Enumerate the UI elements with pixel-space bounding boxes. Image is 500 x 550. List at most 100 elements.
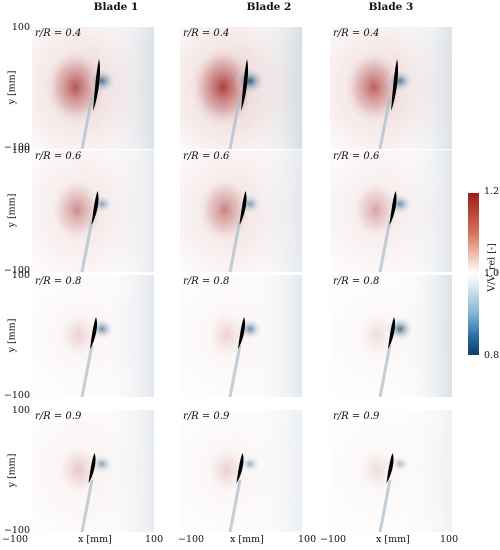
colorbar-tick-high: 1.2 [484,186,500,197]
heatmap-panel: r/R = 0.6 [330,150,452,272]
heatmap-svg [330,410,452,532]
y-axis-label: y [mm] [6,453,18,488]
blade-section [239,191,247,225]
x-axis-label: x [mm] [78,534,112,545]
x-tick-max-3: 100 [440,534,459,545]
heatmap-panel: r/R = 0.4 [32,27,154,149]
y-tick-max: 100 [11,270,30,281]
y-axis-label: y [mm] [6,318,18,353]
blade-section [388,317,396,349]
high-velocity-region [341,46,406,128]
radial-position-label: r/R = 0.9 [183,411,230,422]
radial-position-label: r/R = 0.8 [35,276,82,287]
heatmap-svg [180,410,302,532]
heatmap-panel: r/R = 0.9 [32,410,154,532]
wake-line [80,344,94,397]
high-velocity-region [187,42,258,132]
low-velocity-region [239,454,261,474]
y-axis-label: y [mm] [6,70,18,105]
wake-line [228,344,242,397]
low-velocity-region [385,68,415,94]
colorbar [468,193,479,355]
blade-section [389,191,397,225]
heatmap-svg [180,150,302,272]
low-velocity-region [237,192,263,216]
radial-position-label: r/R = 0.4 [183,28,230,39]
y-tick-max: 100 [11,405,30,416]
x-tick-min-2: −100 [178,534,205,545]
radial-position-label: r/R = 0.6 [35,151,82,162]
heatmap-svg [32,27,154,149]
blade-section [91,191,99,225]
colorbar-tick-mid: 1.0 [484,268,500,279]
y-tick-min: −100 [3,265,30,276]
wake-line [378,219,392,272]
column-title-blade-1: Blade 1 [93,1,139,13]
wake-line [228,96,242,149]
radial-position-label: r/R = 0.4 [35,28,82,39]
low-velocity-region [389,455,411,473]
low-velocity-region [233,66,267,96]
wake-line [80,219,94,272]
y-tick-max: 100 [11,145,30,156]
wake-line [378,479,392,532]
colorbar-label: V/V_rel [-] [486,243,498,292]
heatmap-panel: r/R = 0.8 [330,275,452,397]
heatmap-svg [330,150,452,272]
heatmap-panel: r/R = 0.8 [32,275,154,397]
y-tick-max: 100 [11,22,30,33]
heatmap-panel: r/R = 0.4 [330,27,452,149]
wake-line [378,344,392,397]
heatmap-svg [180,275,302,397]
low-velocity-region [87,67,117,95]
heatmap-svg [32,410,154,532]
x-tick-max-2: 100 [298,534,317,545]
low-velocity-region [386,192,414,216]
wake-line [80,96,94,149]
wake-line [80,479,94,532]
heatmap-svg [330,27,452,149]
x-axis-label-3: x [mm] [376,534,410,545]
heatmap-panel: r/R = 0.9 [180,410,302,532]
x-tick-min-3: −100 [320,534,347,545]
radial-position-label: r/R = 0.8 [333,276,380,287]
blade-section [93,59,101,111]
blade-section [391,59,399,111]
blade-section [238,317,246,349]
heatmap-svg [32,150,154,272]
radial-position-label: r/R = 0.6 [183,151,230,162]
heatmap-panel: r/R = 0.4 [180,27,302,149]
blade-section [236,453,244,483]
x-tick-min: −100 [2,534,29,545]
y-tick-min: −100 [3,525,30,536]
heatmap-panel: r/R = 0.6 [32,150,154,272]
radial-position-label: r/R = 0.4 [333,28,380,39]
heatmap-panel: r/R = 0.6 [180,150,302,272]
low-velocity-region [90,453,114,475]
y-axis-label: y [mm] [6,193,18,228]
y-tick-min: −100 [3,390,30,401]
radial-position-label: r/R = 0.8 [183,276,230,287]
high-velocity-region [42,45,109,129]
heatmap-svg [32,275,154,397]
heatmap-svg [180,27,302,149]
heatmap-panel: r/R = 0.8 [180,275,302,397]
radial-position-label: r/R = 0.9 [35,411,82,422]
y-tick-min: −100 [3,142,30,153]
radial-position-label: r/R = 0.6 [333,151,380,162]
heatmap-svg [330,275,452,397]
column-title-blade-2: Blade 2 [246,1,292,13]
high-velocity-region [356,444,399,496]
blade-section [241,59,249,111]
column-title-blade-3: Blade 3 [368,1,414,13]
radial-position-label: r/R = 0.9 [333,411,380,422]
x-axis-label-2: x [mm] [230,534,264,545]
blade-section [90,317,98,349]
heatmap-panel: r/R = 0.9 [330,410,452,532]
x-tick-max: 100 [145,534,164,545]
colorbar-tick-low: 0.8 [484,350,500,361]
blade-section [88,453,96,483]
wake-line [378,96,392,149]
wake-line [228,479,242,532]
